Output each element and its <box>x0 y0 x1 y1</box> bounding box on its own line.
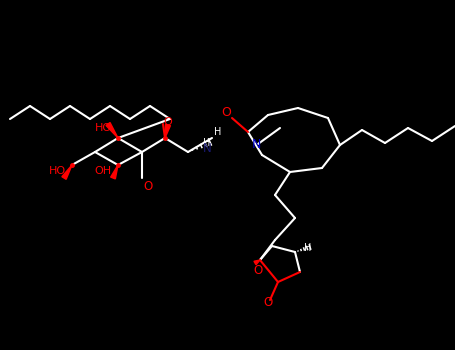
Text: N: N <box>251 138 261 150</box>
Polygon shape <box>111 165 118 179</box>
Text: O: O <box>253 264 263 276</box>
Polygon shape <box>62 165 72 179</box>
Text: OH: OH <box>95 166 111 176</box>
Polygon shape <box>106 122 118 138</box>
Text: O: O <box>221 105 231 119</box>
Text: HO: HO <box>48 166 66 176</box>
Text: O: O <box>263 295 273 308</box>
Text: HO: HO <box>95 123 111 133</box>
Text: O: O <box>164 117 172 127</box>
Text: H: H <box>214 127 222 137</box>
Text: N: N <box>202 142 212 155</box>
Polygon shape <box>165 125 171 138</box>
Text: H: H <box>304 243 312 253</box>
Polygon shape <box>254 260 260 265</box>
Text: H: H <box>203 138 211 148</box>
Text: O: O <box>143 180 152 193</box>
